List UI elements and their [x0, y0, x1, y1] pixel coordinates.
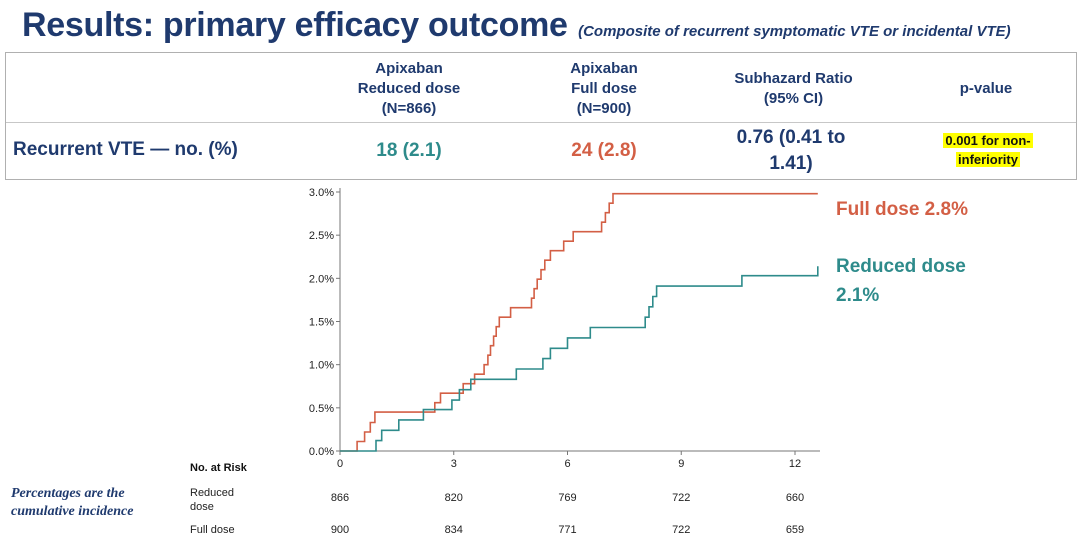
header-full: Apixaban Full dose (N=900)	[570, 60, 638, 117]
at-risk-value: 722	[672, 524, 690, 536]
at-risk-value: 834	[445, 524, 463, 536]
at-risk-value: 660	[786, 492, 804, 504]
x-tick-label: 3	[451, 458, 457, 470]
at-risk-value: 771	[558, 524, 576, 536]
header-pvalue: p-value	[959, 80, 1013, 97]
at-risk-title: No. at Risk	[190, 462, 248, 474]
at-risk-row-label: dose	[190, 501, 214, 513]
x-tick-label: 0	[337, 458, 343, 470]
results-table: Apixaban Reduced dose (N=866) Apixaban F…	[5, 52, 1077, 180]
row-label-recurrent-vte: Recurrent VTE — no. (%)	[13, 139, 238, 160]
slide-title: Results: primary efficacy outcome (Compo…	[22, 6, 1011, 45]
y-tick-label: 0.5%	[309, 403, 334, 415]
footnote: Percentages are the cumulative incidence	[11, 486, 134, 519]
label-full-dose: Full dose 2.8%	[836, 199, 968, 220]
at-risk-value: 820	[445, 492, 463, 504]
value-reduced: 18 (2.1)	[376, 140, 442, 161]
y-tick-label: 1.0%	[309, 360, 334, 372]
at-risk-value: 866	[331, 492, 349, 504]
label-reduced-dose: Reduced dose	[836, 256, 966, 277]
title-subtitle: (Composite of recurrent symptomatic VTE …	[578, 23, 1011, 40]
at-risk-value: 659	[786, 524, 804, 536]
at-risk-value: 900	[331, 524, 349, 536]
y-tick-label: 0.0%	[309, 446, 334, 458]
x-tick-label: 9	[678, 458, 684, 470]
full-dose-curve	[340, 192, 818, 452]
y-tick-label: 2.5%	[309, 230, 334, 242]
at-risk-row-label: Full dose	[190, 524, 235, 536]
reduced-dose-curve	[340, 266, 819, 452]
title-main: Results: primary efficacy outcome	[22, 6, 568, 44]
x-tick-label: 12	[789, 458, 801, 470]
label-reduced-dose: 2.1%	[836, 285, 879, 306]
value-pvalue: 0.001 for non-inferiority	[943, 133, 1033, 167]
value-full: 24 (2.8)	[571, 140, 637, 161]
at-risk-row-label: Reduced	[190, 487, 234, 499]
at-risk-value: 722	[672, 492, 690, 504]
y-tick-label: 2.0%	[309, 273, 334, 285]
at-risk-value: 769	[558, 492, 576, 504]
y-tick-label: 1.5%	[309, 317, 334, 329]
header-reduced: Apixaban Reduced dose (N=866)	[357, 60, 461, 117]
value-subhazard-ratio: 0.76 (0.41 to 1.41)	[736, 127, 846, 174]
table-divider	[6, 122, 1076, 123]
header-subhazard-ratio: Subhazard Ratio (95% CI)	[734, 70, 853, 107]
x-tick-label: 6	[564, 458, 570, 470]
y-tick-label: 3.0%	[309, 187, 334, 199]
